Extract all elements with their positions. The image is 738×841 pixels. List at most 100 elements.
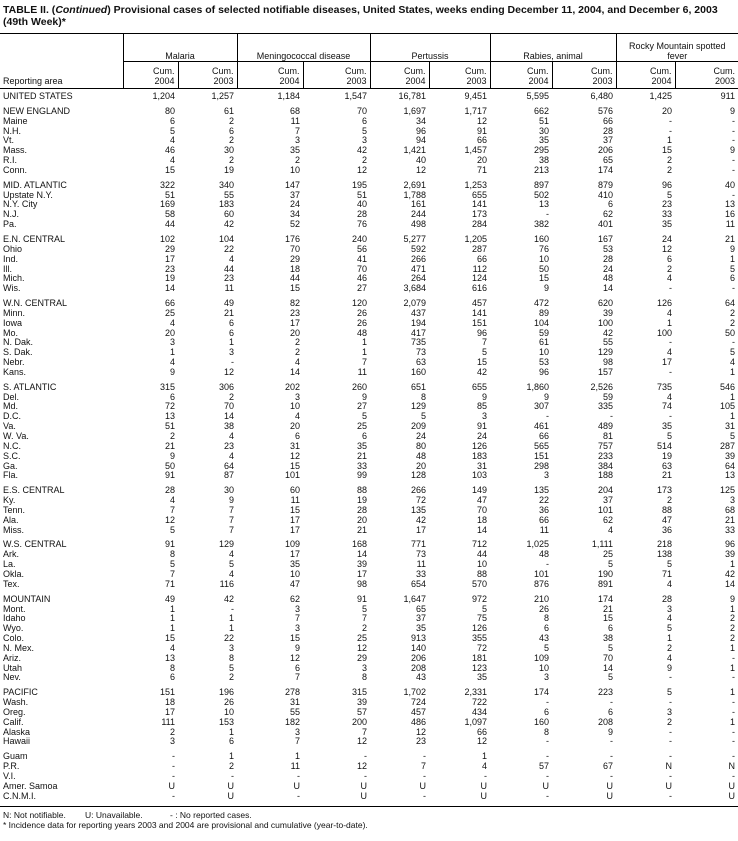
value-cell: 6	[730, 273, 736, 284]
value-cell: 126	[472, 623, 488, 634]
value-cell: 434	[472, 706, 488, 717]
value-cell: 31	[290, 697, 301, 708]
value-cell: U	[360, 780, 368, 791]
value-cell: 5	[362, 411, 368, 422]
value-cell: 41	[357, 253, 368, 264]
value-cell: 10	[290, 568, 301, 579]
value-cell: -	[732, 771, 736, 781]
value-cell: 101	[598, 504, 614, 515]
value-cell: 44	[164, 219, 175, 230]
value-cell: 1,421	[403, 145, 427, 156]
value-cell: 5	[667, 431, 673, 441]
value-cell: 7	[295, 613, 301, 624]
value-cell: 15	[164, 633, 175, 644]
reporting-area-cell: Vt.	[3, 135, 15, 146]
table-row: Colo. 15 22 15 25 913 355 43 38 1 2	[0, 633, 738, 644]
value-cell: 91	[164, 470, 175, 481]
table-row: S.C. 9 4 12 21 48 183 151 233 19 39	[0, 450, 738, 462]
reporting-area-cell: Ill.	[3, 263, 12, 274]
value-cell: 6	[362, 431, 368, 441]
value-cell: 30	[224, 145, 235, 156]
value-cell: 20	[477, 155, 488, 166]
value-cell: 28	[357, 504, 368, 515]
reporting-area-cell: Wis.	[3, 283, 21, 294]
value-cell: 53	[603, 243, 614, 254]
value-cell: 68	[725, 504, 736, 515]
reporting-area-cell: Del.	[3, 391, 20, 402]
value-cell: 209	[410, 421, 427, 432]
region-row: W.S. CENTRAL 91 129 109 168 771 712 1,025 1,111 2…	[0, 540, 738, 550]
value-cell: 1	[229, 613, 235, 624]
value-cell: 29	[357, 652, 368, 663]
value-cell: -	[732, 736, 736, 747]
value-cell: 1	[229, 623, 235, 634]
value-cell: U	[606, 780, 614, 791]
value-cell: 17	[416, 524, 427, 535]
value-cell: 655	[472, 189, 488, 200]
table-row: Hawaii 3 6 7 12 23 12 - - - -	[0, 737, 738, 747]
value-cell: 5	[544, 642, 550, 653]
value-cell: 11	[290, 761, 301, 772]
value-cell: 5	[667, 559, 673, 570]
year-label: 2004	[279, 76, 300, 86]
value-cell: 911	[720, 91, 736, 101]
value-cell: 40	[416, 155, 427, 166]
value-cell: 58	[164, 209, 175, 220]
value-cell: 9	[667, 662, 673, 673]
value-cell: 382	[534, 219, 550, 230]
value-cell: 21	[662, 470, 673, 481]
value-cell: 160	[534, 716, 550, 727]
value-cell: 96	[477, 327, 488, 338]
value-cell: 39	[603, 307, 614, 318]
reporting-area-cell: Fla.	[3, 470, 19, 481]
value-cell: 19	[164, 273, 175, 284]
value-cell: 64	[224, 460, 235, 471]
reporting-area-cell: N.J.	[3, 209, 20, 220]
reporting-area-cell: S.C.	[3, 450, 21, 461]
value-cell: -	[490, 791, 553, 807]
value-cell: 11	[290, 495, 301, 506]
value-cell: 11	[224, 283, 235, 294]
value-cell: 620	[598, 298, 614, 309]
value-cell: 12	[416, 164, 427, 175]
value-cell: 18	[290, 263, 301, 274]
value-cell: 472	[534, 298, 550, 309]
value-cell: 1	[169, 603, 175, 614]
value-cell: -	[732, 283, 736, 294]
value-cell: 66	[477, 135, 488, 146]
table-row: Utah 8 5 6 3 208 123 10 14 9 1	[0, 662, 738, 674]
value-cell: N	[665, 761, 673, 772]
value-cell: 498	[410, 219, 427, 230]
value-cell: 36	[662, 524, 673, 535]
value-cell: 12	[357, 736, 368, 747]
reporting-area-cell: Kans.	[3, 366, 27, 377]
value-cell: 3,684	[403, 283, 427, 294]
value-cell: 173	[657, 485, 673, 496]
value-cell: 14	[603, 662, 614, 673]
table-row: Pa. 44 42 52 76 498 284 382 401 35 11	[0, 219, 738, 230]
year-label: 2004	[405, 76, 426, 86]
value-cell: 437	[410, 307, 427, 318]
header-malaria: Malaria	[122, 33, 238, 62]
value-cell: 340	[218, 179, 235, 190]
value-cell: -	[732, 706, 736, 717]
table-row: Mo. 20 6 20 48 417 96 59 42 100 50	[0, 327, 738, 339]
value-cell: 120	[351, 298, 368, 309]
value-cell: 7	[169, 568, 175, 579]
value-cell: 1,097	[464, 716, 488, 727]
value-cell: 287	[472, 243, 488, 254]
value-cell: 384	[598, 460, 614, 471]
value-cell: 15	[290, 283, 301, 294]
value-cell: 15	[290, 504, 301, 515]
value-cell: 26	[539, 603, 550, 614]
value-cell: -	[546, 751, 550, 762]
value-cell: 20	[290, 421, 301, 432]
value-cell: 91	[164, 539, 175, 550]
value-cell: 202	[284, 381, 301, 392]
value-cell: 68	[290, 105, 301, 116]
value-cell: 17	[290, 317, 301, 328]
value-cell: 182	[284, 716, 301, 727]
value-cell: -	[546, 209, 550, 220]
value-cell: 12	[416, 726, 427, 737]
value-cell: 44	[290, 273, 301, 284]
